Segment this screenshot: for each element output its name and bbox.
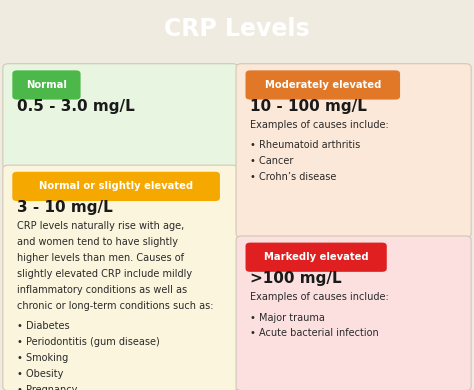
- Text: • Diabetes: • Diabetes: [17, 321, 70, 331]
- Text: • Cancer: • Cancer: [250, 156, 294, 166]
- Text: Markedly elevated: Markedly elevated: [264, 252, 368, 262]
- FancyBboxPatch shape: [12, 70, 81, 99]
- FancyBboxPatch shape: [3, 64, 238, 169]
- Text: chronic or long-term conditions such as:: chronic or long-term conditions such as:: [17, 301, 214, 311]
- Text: 10 - 100 mg/L: 10 - 100 mg/L: [250, 99, 367, 114]
- FancyBboxPatch shape: [12, 172, 220, 201]
- Text: • Crohn’s disease: • Crohn’s disease: [250, 172, 337, 182]
- Text: 0.5 - 3.0 mg/L: 0.5 - 3.0 mg/L: [17, 99, 135, 114]
- FancyBboxPatch shape: [236, 236, 471, 390]
- FancyBboxPatch shape: [246, 243, 387, 272]
- FancyBboxPatch shape: [246, 70, 400, 99]
- Text: • Smoking: • Smoking: [17, 353, 68, 363]
- Text: • Pregnancy: • Pregnancy: [17, 385, 77, 390]
- Text: Normal or slightly elevated: Normal or slightly elevated: [39, 181, 193, 191]
- Text: • Acute bacterial infection: • Acute bacterial infection: [250, 328, 379, 339]
- Text: >100 mg/L: >100 mg/L: [250, 271, 342, 286]
- FancyBboxPatch shape: [3, 165, 238, 390]
- Text: • Rheumatoid arthritis: • Rheumatoid arthritis: [250, 140, 361, 150]
- Text: Normal: Normal: [26, 80, 67, 90]
- Text: • Major trauma: • Major trauma: [250, 312, 325, 323]
- Text: and women tend to have slightly: and women tend to have slightly: [17, 237, 178, 247]
- FancyBboxPatch shape: [236, 64, 471, 238]
- Text: CRP Levels: CRP Levels: [164, 17, 310, 41]
- Text: slightly elevated CRP include mildly: slightly elevated CRP include mildly: [17, 269, 192, 279]
- Text: • Obesity: • Obesity: [17, 369, 64, 379]
- Text: CRP levels naturally rise with age,: CRP levels naturally rise with age,: [17, 221, 184, 231]
- Text: Examples of causes include:: Examples of causes include:: [250, 292, 389, 302]
- Text: Moderately elevated: Moderately elevated: [264, 80, 381, 90]
- Text: higher levels than men. Causes of: higher levels than men. Causes of: [17, 253, 184, 263]
- Text: • Periodontitis (gum disease): • Periodontitis (gum disease): [17, 337, 160, 347]
- Text: Examples of causes include:: Examples of causes include:: [250, 119, 389, 129]
- Text: inflammatory conditions as well as: inflammatory conditions as well as: [17, 285, 187, 295]
- Text: 3 - 10 mg/L: 3 - 10 mg/L: [17, 200, 113, 215]
